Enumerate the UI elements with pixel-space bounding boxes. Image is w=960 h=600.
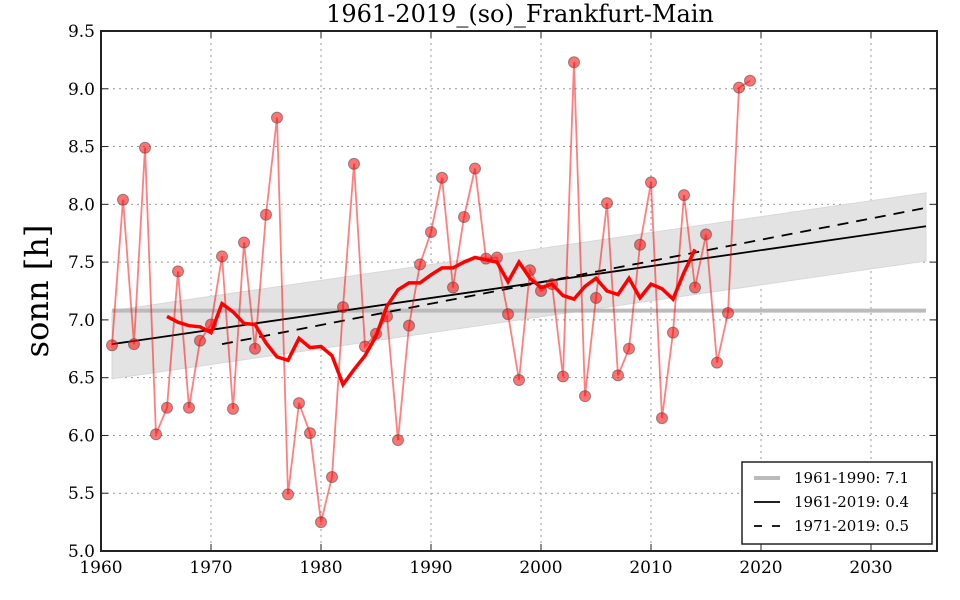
data-point [326,471,338,484]
data-point [469,162,481,175]
data-point [502,308,514,321]
y-axis-label: sonn [h] [18,225,56,358]
data-point [194,334,206,347]
plot-frame [100,30,938,552]
data-point [216,250,228,263]
data-point [172,265,184,278]
data-point [744,74,756,87]
data-point [623,342,635,355]
data-point [106,339,118,352]
data-point [128,338,140,351]
x-tick-label: 1980 [299,558,342,578]
data-point [711,356,723,369]
data-point [392,434,404,447]
legend-box [741,461,933,545]
data-point [315,516,327,529]
data-point [425,226,437,239]
x-tick-label: 2000 [519,558,562,578]
y-tick-label: 5.5 [68,484,95,504]
data-point [436,171,448,184]
legend-label: 1961-1990: 7.1 [794,469,909,487]
moving-average-line [166,248,697,389]
x-tick-label: 1970 [189,558,232,578]
data-point [678,189,690,202]
data-point [293,397,305,410]
y-tick-label: 6.0 [68,426,95,446]
data-point [612,369,624,382]
data-point [348,157,360,170]
legend-label: 1971-2019: 0.5 [794,517,909,535]
data-point [700,228,712,241]
data-point [667,326,679,339]
data-point [304,427,316,440]
data-point [403,319,415,332]
data-point [227,402,239,415]
y-tick-label: 9.0 [68,80,95,100]
data-point [634,238,646,251]
y-tick-label: 7.5 [68,253,95,273]
y-tick-label: 8.0 [68,195,95,215]
data-point [150,428,162,441]
x-tick-label: 1960 [79,558,122,578]
y-tick-label: 9.5 [68,22,95,42]
y-tick-label: 6.5 [68,369,95,389]
x-tick-label: 1990 [409,558,452,578]
data-point [513,373,525,386]
legend: 1961-1990: 7.1 1961-2019: 0.4 1971-2019: 0… [741,461,933,545]
data-point [458,211,470,224]
data-point [238,236,250,249]
x-tick-label: 2010 [629,558,672,578]
trend-line-1971-2019 [221,206,927,346]
data-point [689,281,701,294]
data-point [337,301,349,314]
data-point [139,141,151,154]
data-point [161,401,173,414]
y-tick-label: 5.0 [68,542,95,562]
data-point [249,342,261,355]
data-point [645,176,657,189]
data-point [260,208,272,221]
data-point [183,401,195,414]
data-point [722,306,734,319]
y-tick-label: 7.0 [68,311,95,331]
data-point [579,390,591,403]
data-point [733,81,745,94]
data-point [601,197,613,210]
data-point [271,111,283,124]
data-point [117,193,129,206]
x-tick-label: 2030 [849,558,892,578]
data-point [557,370,569,383]
data-point [282,488,294,501]
trend-line-1961-2019 [111,225,927,346]
data-point [656,412,668,425]
chart-title: 1961-2019_(so)_Frankfurt-Main [326,0,714,28]
data-point [447,281,459,294]
y-tick-label: 8.5 [68,138,95,158]
x-tick-label: 2020 [739,558,782,578]
data-point [590,291,602,304]
legend-label: 1961-2019: 0.4 [794,493,909,511]
data-point [414,258,426,271]
data-point [568,56,580,69]
